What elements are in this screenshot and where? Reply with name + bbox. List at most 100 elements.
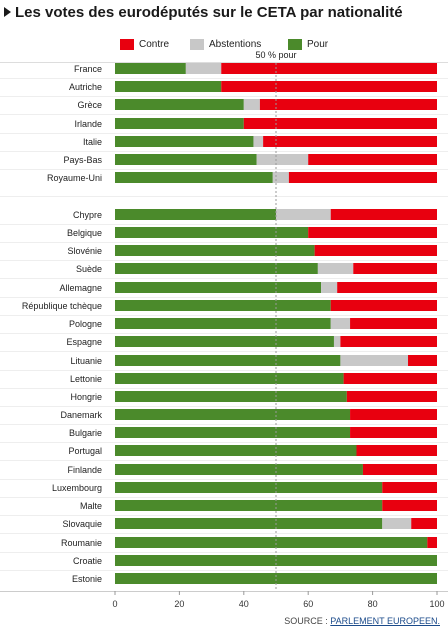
bar-contre-malte (382, 500, 437, 511)
category-label: Luxembourg (52, 483, 102, 493)
chart-title-text: Les votes des eurodéputés sur le CETA pa… (15, 3, 403, 21)
legend-item-abstentions: Abstentions (190, 37, 261, 51)
bar-pour-allemagne (115, 282, 322, 293)
category-label: Suède (76, 264, 102, 274)
legend-swatch-abstentions (190, 38, 204, 50)
bar-contre-finlande (362, 464, 437, 475)
category-label: Grèce (77, 100, 102, 110)
category-label: Croatie (73, 556, 102, 566)
bar-contre-lituanie (408, 355, 437, 366)
x-tick-label: 80 (368, 599, 378, 609)
bar-pour-lettonie (115, 373, 344, 384)
bar-pour-hongrie (115, 391, 347, 402)
x-tick-label: 20 (174, 599, 184, 609)
bar-pour-slovaquie (115, 518, 383, 529)
bar-contre-portugal (356, 445, 437, 456)
category-label: Slovaquie (62, 519, 102, 529)
bar-contre-allemagne (337, 282, 437, 293)
bar-pour-danemark (115, 409, 351, 420)
bar-contre-bulgarie (350, 427, 437, 438)
title-triangle-icon (4, 7, 11, 17)
source-note: SOURCE : PARLEMENT EUROPEEN. (284, 616, 440, 626)
bar-abstentions-pologne (330, 318, 351, 329)
legend-swatch-contre (120, 38, 134, 50)
bar-contre-r-publique-tch-que (330, 300, 437, 311)
bar-pour-pays-bas (115, 154, 257, 165)
bar-contre-espagne (340, 336, 437, 347)
category-label: Bulgarie (69, 428, 102, 438)
bar-pour-estonie (115, 573, 437, 584)
bar-contre-danemark (350, 409, 437, 420)
bar-pour-belgique (115, 227, 309, 238)
bar-abstentions-pays-bas (256, 154, 309, 165)
category-label: Portugal (68, 446, 102, 456)
x-tick-label: 60 (303, 599, 313, 609)
bar-abstentions-espagne (333, 336, 341, 347)
category-label: Italie (83, 137, 102, 147)
bar-pour-lituanie (115, 355, 341, 366)
legend-item-pour: Pour (288, 37, 328, 51)
x-tick-label: 0 (112, 599, 117, 609)
bar-contre-slovaquie (411, 518, 437, 529)
bar-abstentions-italie (253, 136, 264, 147)
bar-contre-pays-bas (308, 154, 437, 165)
bar-contre-royaume-uni (288, 172, 437, 183)
bar-abstentions-allemagne (321, 282, 338, 293)
reference-line-label: 50 % pour (255, 50, 296, 60)
x-tick-label: 40 (239, 599, 249, 609)
bar-pour-slov-nie (115, 245, 315, 256)
legend: Contre Abstentions Pour (0, 37, 448, 51)
category-label: Chypre (73, 210, 102, 220)
bar-pour-italie (115, 136, 254, 147)
category-label: Estonie (72, 574, 102, 584)
category-label: République tchèque (22, 301, 102, 311)
category-label: Lituanie (70, 356, 102, 366)
bar-abstentions-su-de (317, 263, 354, 274)
category-label: Allemagne (59, 283, 102, 293)
category-label: Malte (80, 501, 102, 511)
bar-contre-chypre (330, 209, 437, 220)
bar-contre-roumanie (427, 537, 437, 548)
chart-title: Les votes des eurodéputés sur le CETA pa… (4, 3, 403, 21)
bar-abstentions-slovaquie (382, 518, 412, 529)
category-label: Roumanie (61, 538, 102, 548)
bar-pour-gr-ce (115, 99, 244, 110)
bar-pour-finlande (115, 464, 363, 475)
bar-pour-portugal (115, 445, 357, 456)
bar-contre-gr-ce (259, 99, 437, 110)
bar-pour-chypre (115, 209, 276, 220)
bar-pour-autriche (115, 81, 222, 92)
bar-pour-france (115, 63, 186, 74)
bar-pour-r-publique-tch-que (115, 300, 331, 311)
category-label: Finlande (67, 465, 102, 475)
legend-label-abstentions: Abstentions (209, 38, 262, 50)
source-link[interactable]: PARLEMENT EUROPEEN. (330, 616, 440, 626)
legend-swatch-pour (288, 38, 302, 50)
bar-contre-hongrie (346, 391, 437, 402)
category-label: France (74, 64, 102, 74)
bar-abstentions-chypre (276, 209, 331, 220)
legend-item-contre: Contre (120, 37, 169, 51)
bar-contre-slov-nie (314, 245, 437, 256)
bar-pour-irlande (115, 118, 244, 129)
bar-abstentions-lituanie (340, 355, 409, 366)
category-label: Autriche (69, 82, 102, 92)
bar-contre-lettonie (343, 373, 437, 384)
category-label: Espagne (66, 337, 102, 347)
bar-contre-luxembourg (382, 482, 437, 493)
bar-pour-espagne (115, 336, 334, 347)
bar-pour-malte (115, 500, 383, 511)
bar-pour-pologne (115, 318, 331, 329)
category-label: Royaume-Uni (47, 173, 102, 183)
bar-contre-autriche (221, 81, 437, 92)
category-label: Belgique (67, 228, 102, 238)
legend-label-pour: Pour (307, 38, 329, 50)
source-prefix: SOURCE : (284, 616, 331, 626)
legend-label-contre: Contre (139, 38, 170, 50)
bar-contre-italie (263, 136, 437, 147)
bar-contre-irlande (243, 118, 437, 129)
bar-pour-roumanie (115, 537, 428, 548)
bar-contre-pologne (350, 318, 437, 329)
category-label: Pays-Bas (63, 155, 102, 165)
